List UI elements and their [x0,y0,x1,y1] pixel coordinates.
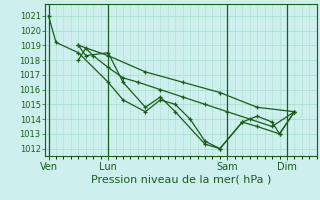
X-axis label: Pression niveau de la mer( hPa ): Pression niveau de la mer( hPa ) [91,174,271,184]
